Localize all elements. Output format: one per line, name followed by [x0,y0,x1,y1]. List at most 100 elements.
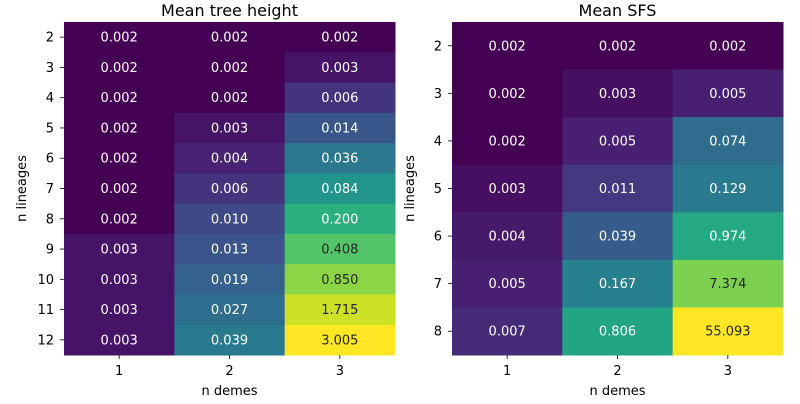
x-axis-label: n demes [201,384,257,399]
cell-value-label: 0.003 [211,121,248,136]
y-tick-label: 2 [434,39,442,54]
heatmap-cell [562,259,674,308]
heatmap-cell [672,117,784,166]
heatmap-cell [452,307,563,356]
heatmap-cell [174,143,286,174]
heatmap-cell [64,264,175,295]
cell-value-label: 0.006 [211,182,248,197]
heatmap-cell [64,22,175,53]
heatmap-cell [64,112,175,144]
cell-value-label: 0.806 [599,325,636,340]
heatmap-cell [452,259,563,308]
heatmap-cell [452,164,563,213]
heatmap-cell [174,173,286,205]
heatmap-cell [174,52,286,84]
heatmap-cell [284,264,396,295]
cell-value-label: 0.002 [489,87,526,102]
heatmap-cell [562,164,674,213]
cell-value-label: 0.003 [101,273,138,288]
heatmap-cell [672,259,784,308]
cell-value-label: 3.005 [321,333,358,348]
cell-value-label: 0.003 [599,87,636,102]
cell-value-label: 0.003 [489,182,526,197]
cell-value-label: 0.074 [709,134,746,149]
heatmap-cell [452,22,563,71]
cell-value-label: 0.200 [321,212,358,227]
heatmap-cell [284,294,396,326]
cell-value-label: 0.005 [709,87,746,102]
cell-value-label: 55.093 [705,325,751,340]
heatmap-cell [452,69,563,118]
cell-value-label: 7.374 [709,277,746,292]
cell-value-label: 0.002 [211,91,248,106]
heatmap-cell [284,143,396,174]
cell-value-label: 0.002 [101,121,138,136]
x-tick-label: 1 [115,364,123,379]
y-tick-label: 4 [46,91,54,106]
heatmap-cell [284,52,396,84]
cell-value-label: 0.010 [211,212,248,227]
y-tick-label: 7 [434,277,442,292]
heatmap-cell [562,117,674,166]
x-tick-label: 3 [724,364,732,379]
heatmap-cell [284,203,396,235]
heatmap-cell [562,22,674,71]
cell-value-label: 0.002 [101,152,138,167]
cell-value-label: 0.003 [321,61,358,76]
cell-value-label: 0.019 [211,273,248,288]
heatmap-cell [174,324,286,356]
heatmap-cell [284,112,396,144]
heatmap-cell [64,324,175,356]
heatmap-cell [562,212,674,261]
y-tick-label: 6 [434,230,442,245]
cell-value-label: 0.002 [599,39,636,54]
cell-value-label: 0.039 [599,230,636,245]
cell-value-label: 0.002 [321,31,358,46]
y-tick-label: 7 [46,182,54,197]
x-tick-label: 3 [336,364,344,379]
y-tick-label: 3 [434,87,442,102]
y-tick-label: 8 [46,212,54,227]
cell-value-label: 0.002 [101,212,138,227]
heatmap-cell [174,264,286,295]
y-tick-label: 12 [37,333,54,348]
cell-value-label: 0.003 [101,243,138,258]
heatmap-cell [64,294,175,326]
cell-value-label: 0.002 [101,31,138,46]
x-tick-label: 1 [503,364,511,379]
cell-value-label: 0.027 [211,303,248,318]
heatmap-cell [64,233,175,265]
heatmap-cell [174,233,286,265]
heatmap-cell [64,82,175,114]
cell-value-label: 0.011 [599,182,636,197]
heatmap-cell [672,22,784,71]
cell-value-label: 0.003 [101,303,138,318]
heatmap-cell [64,173,175,205]
heatmap-cell [64,143,175,174]
x-tick-label: 2 [613,364,621,379]
cell-value-label: 0.005 [489,277,526,292]
heatmap-cell [672,212,784,261]
y-tick-label: 8 [434,325,442,340]
cell-value-label: 0.002 [211,61,248,76]
heatmap-cell [672,307,784,356]
heatmap-cell [452,117,563,166]
cell-value-label: 0.005 [599,134,636,149]
cell-value-label: 0.002 [489,134,526,149]
y-tick-label: 2 [46,31,54,46]
y-tick-label: 5 [46,121,54,136]
heatmap-cell [562,69,674,118]
cell-value-label: 0.004 [211,152,248,167]
cell-value-label: 0.039 [211,333,248,348]
cell-value-label: 0.084 [321,182,358,197]
cell-value-label: 0.007 [489,325,526,340]
cell-value-label: 1.715 [321,303,358,318]
chart-title: Mean SFS [579,1,657,20]
cell-value-label: 0.002 [709,39,746,54]
heatmap-cell [64,203,175,235]
heatmap-cell [284,233,396,265]
cell-value-label: 0.167 [599,277,636,292]
cell-value-label: 0.036 [321,152,358,167]
cell-value-label: 0.002 [101,61,138,76]
